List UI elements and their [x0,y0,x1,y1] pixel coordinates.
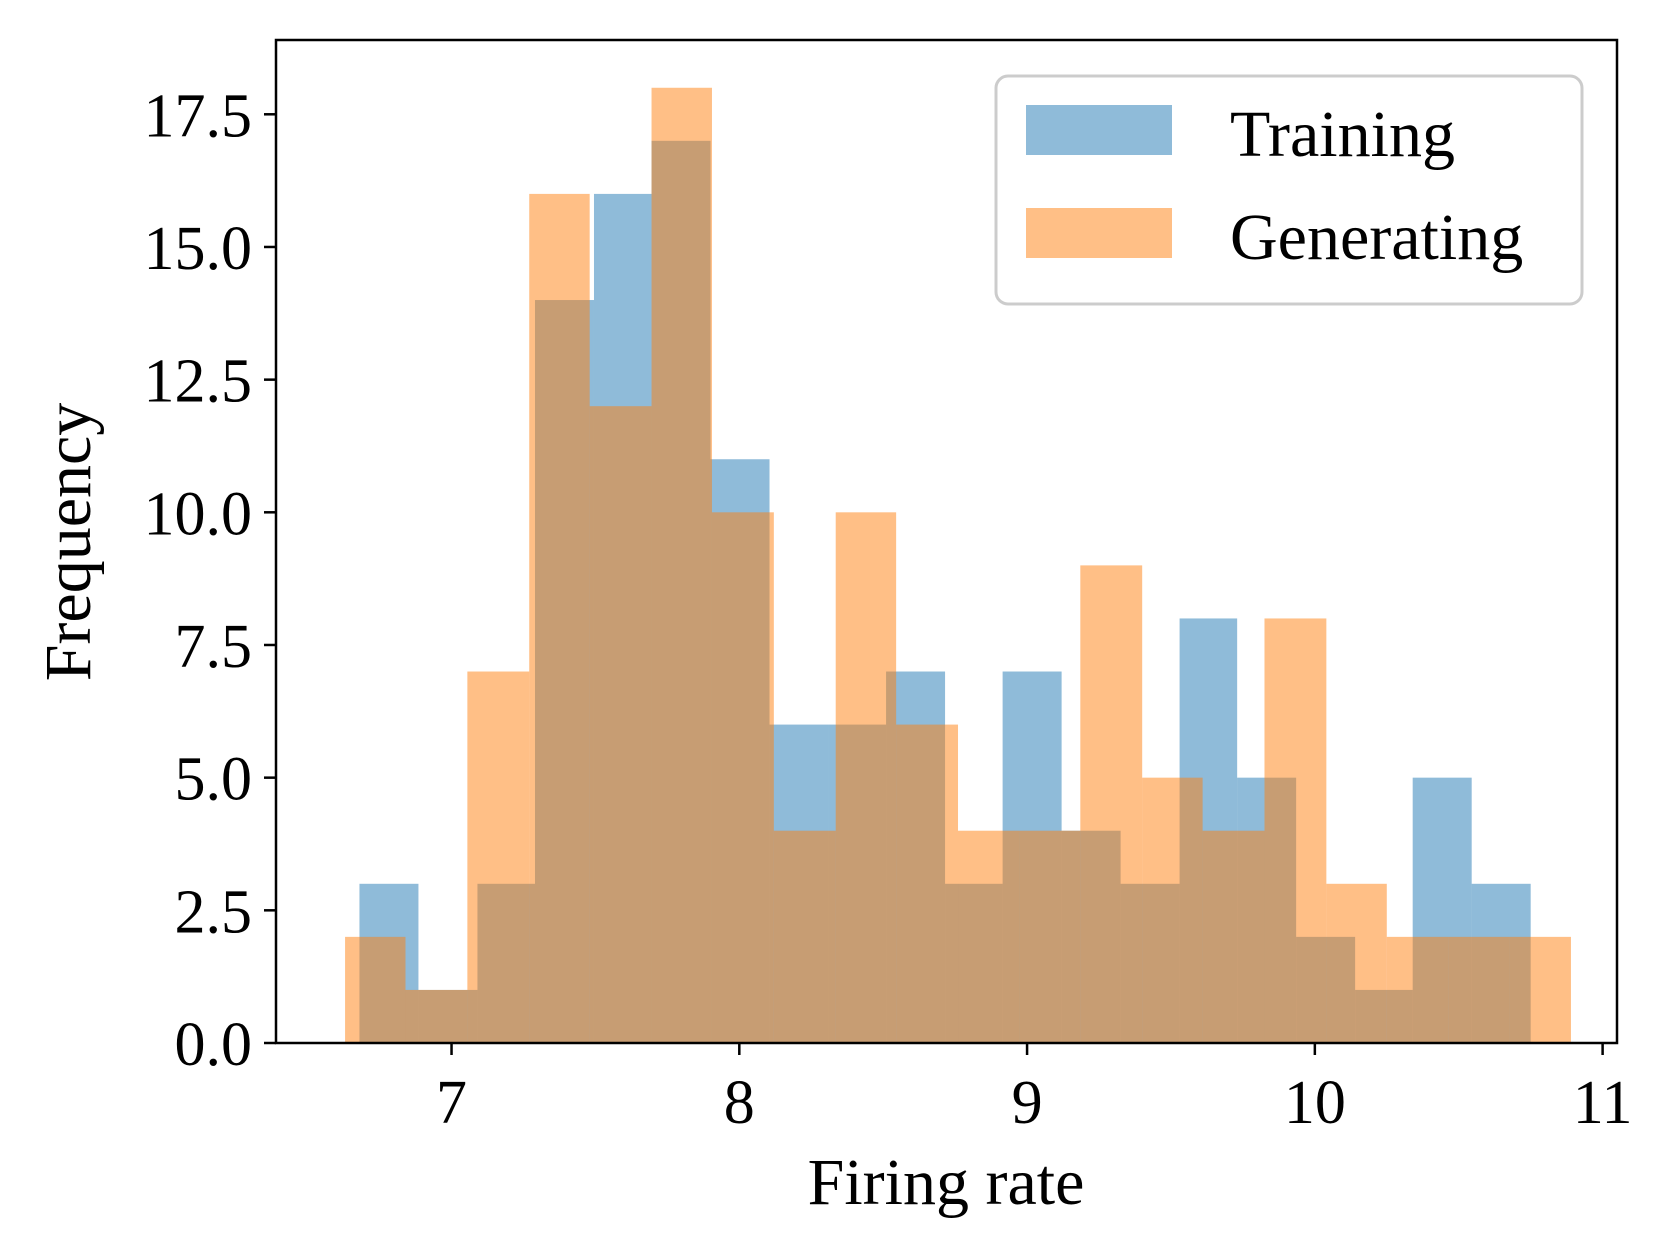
y-tick-label: 5.0 [175,746,253,814]
y-tick-label: 7.5 [175,613,253,681]
x-tick-label: 7 [436,1069,467,1137]
y-axis-title: Frequency [32,403,105,682]
bar-generating-14 [1202,830,1265,1043]
x-tick-label: 10 [1284,1069,1346,1137]
bar-generating-16 [1326,883,1387,1043]
bar-generating-5 [651,87,712,1043]
y-tick-label: 10.0 [144,480,253,548]
x-tick-label: 9 [1012,1069,1043,1137]
legend-label-generating: Generating [1230,201,1523,274]
legend-swatch-generating [1026,208,1172,258]
x-tick-label: 11 [1573,1069,1633,1137]
bar-generating-11 [1019,830,1081,1043]
bar-generating-2 [467,671,530,1043]
axes-layer: 7 8 9 10 11 0.0 2.5 5.0 7.5 10.0 12.5 15.0 17.5 [144,38,1633,1137]
y-tick-label: 0.0 [175,1011,253,1079]
bar-generating-17 [1386,936,1449,1043]
y-tick-label: 2.5 [175,878,253,946]
bar-generating-10 [958,830,1020,1043]
legend-swatch-training [1026,105,1172,155]
bar-generating-1 [405,989,468,1043]
bar-generating-9 [896,724,959,1043]
x-axis-title: Firing rate [808,1146,1085,1219]
series-layer [345,87,1571,1044]
y-tick-label: 12.5 [144,348,253,416]
bar-generating-7 [773,830,836,1043]
y-tick-label: 17.5 [144,82,253,150]
plot-frame [274,38,1619,1045]
x-tick-label: 8 [724,1069,755,1137]
bar-generating-0 [345,936,406,1043]
series-generating [345,87,1571,1044]
bar-generating-15 [1264,618,1327,1043]
bar-generating-19 [1509,936,1571,1043]
y-tick-label: 15.0 [144,215,253,283]
bar-generating-18 [1448,936,1510,1043]
bar-generating-8 [835,512,897,1043]
bar-generating-6 [711,512,774,1043]
bar-generating-13 [1142,777,1203,1043]
legend: Training Generating [994,74,1584,306]
bar-generating-4 [589,406,652,1044]
bar-generating-3 [529,193,590,1043]
legend-label-training: Training [1230,98,1455,171]
bar-generating-12 [1080,565,1143,1043]
